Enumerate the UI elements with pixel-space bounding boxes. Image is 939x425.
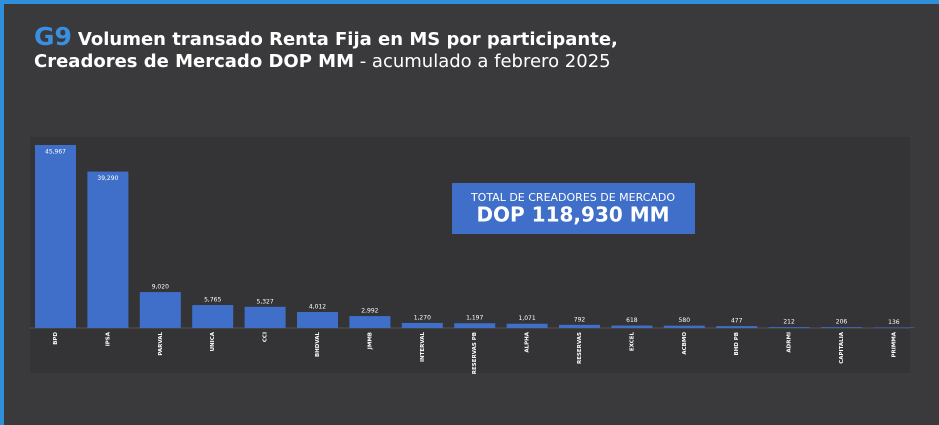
x-tick-label: IPSA <box>105 331 111 346</box>
chart-panel <box>30 137 910 373</box>
x-tick-label: ADRMI <box>787 332 793 353</box>
x-tick-label: ACBMO <box>682 332 688 355</box>
bar <box>821 327 862 328</box>
value-label: 1,197 <box>466 315 483 322</box>
x-tick-label: UNICA <box>210 331 216 351</box>
bar <box>401 322 443 328</box>
annotation-value: DOP 118,930 MM <box>476 203 669 227</box>
bar <box>768 327 810 328</box>
value-label: 792 <box>574 316 586 323</box>
bar <box>349 316 391 328</box>
value-label: 45,967 <box>45 149 66 156</box>
value-label: 212 <box>783 319 795 326</box>
value-label: 5,765 <box>204 297 221 304</box>
value-label: 5,327 <box>257 298 274 305</box>
bar <box>663 325 705 328</box>
x-tick-label: ALPHA <box>525 331 531 352</box>
value-label: 39,290 <box>97 175 118 182</box>
title-line2-bold: Creadores de Mercado DOP MM <box>34 51 354 72</box>
x-tick-label: PARVAL <box>158 332 164 356</box>
bar <box>192 305 234 328</box>
value-label: 618 <box>626 317 638 324</box>
title-line1: Volumen transado Renta Fija en MS por pa… <box>77 29 618 50</box>
x-tick-label: JMMB <box>367 332 373 350</box>
value-label: 1,071 <box>519 315 536 322</box>
value-label: 206 <box>836 319 848 326</box>
title-line2-rest: - acumulado a febrero 2025 <box>353 51 611 72</box>
x-tick-label: BPD <box>53 332 59 345</box>
bar <box>506 323 548 328</box>
bar <box>611 325 653 328</box>
x-tick-label: BHD PB <box>734 332 740 356</box>
bar <box>35 145 76 328</box>
x-tick-label: CCI <box>263 332 269 342</box>
title-badge: G9 <box>34 22 72 51</box>
bar <box>716 326 758 328</box>
value-label: 9,020 <box>152 284 169 291</box>
title: G9 Volumen transado Renta Fija en MS por … <box>34 24 618 73</box>
bar <box>139 292 181 328</box>
x-tick-label: PRIMMA <box>891 331 897 357</box>
x-tick-label: BHDVAL <box>315 332 321 358</box>
x-tick-label: RESERVAS PB <box>472 332 478 374</box>
value-label: 4,012 <box>309 304 326 311</box>
x-tick-label: CAPITALIA <box>839 331 845 364</box>
bar <box>873 327 915 328</box>
value-label: 477 <box>731 318 743 325</box>
x-tick-label: INTERVAL <box>420 332 426 363</box>
x-tick-label: RESERVAS <box>577 332 583 364</box>
annotation-box <box>452 183 695 234</box>
bar <box>244 306 286 328</box>
value-label: 1,270 <box>414 314 431 321</box>
bar <box>297 312 338 328</box>
value-label: 580 <box>679 317 691 324</box>
bar <box>87 171 129 328</box>
bar <box>559 324 600 328</box>
bar <box>454 323 496 328</box>
x-tick-label: EXCEL <box>629 332 635 352</box>
value-label: 2,992 <box>361 308 378 315</box>
annotation-label: TOTAL DE CREADORES DE MERCADO <box>470 191 675 204</box>
value-label: 136 <box>888 319 900 326</box>
